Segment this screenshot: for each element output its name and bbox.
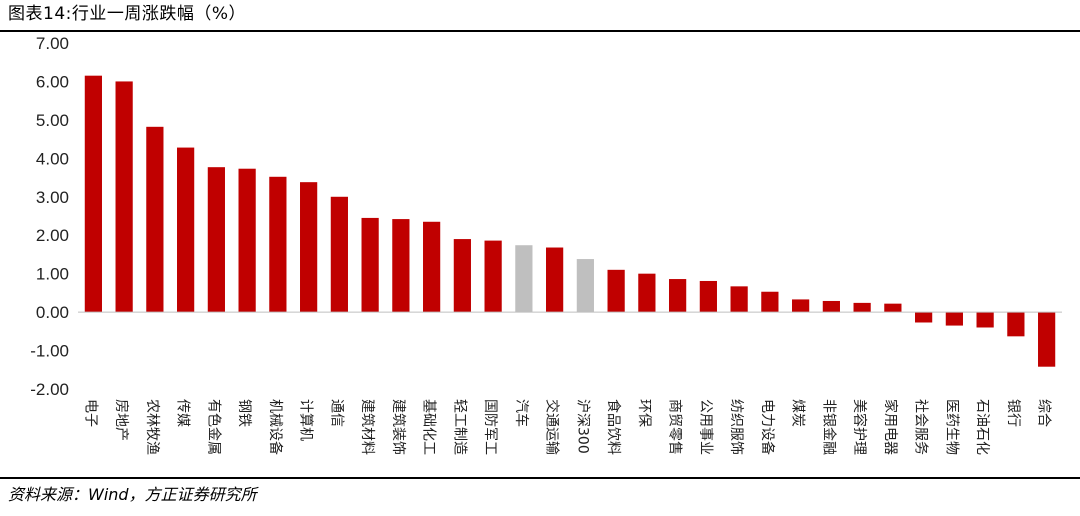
bar-5 (207, 167, 225, 313)
bar-29 (945, 312, 963, 326)
bar-28 (915, 312, 933, 323)
x-tick-label: 计算机 (298, 399, 314, 441)
x-tick-label: 家用电器 (882, 399, 899, 455)
bar-19 (638, 273, 656, 313)
bar-22 (730, 286, 748, 313)
y-tick-label: -2.00 (30, 380, 69, 399)
x-tick-label: 银行 (1005, 399, 1021, 427)
x-tick-label: 医药生物 (943, 399, 959, 455)
figure-title: 图表14:行业一周涨跌幅（%） (8, 4, 247, 24)
x-tick-label: 石油石化 (974, 399, 990, 455)
source-note: 资料来源：Wind，方正证券研究所 (8, 485, 257, 504)
x-tick-label: 美容护理 (851, 399, 868, 455)
bar-24 (792, 299, 810, 313)
y-tick-label: 1.00 (36, 265, 69, 284)
top-rule (0, 30, 1080, 32)
bar-21 (699, 280, 717, 313)
bar-11 (392, 219, 410, 313)
bar-18 (607, 269, 625, 313)
bar-32 (1038, 312, 1056, 367)
x-tick-label: 综合 (1036, 399, 1052, 427)
x-tick-label: 传媒 (175, 399, 191, 427)
x-tick-label: 农林牧渔 (144, 399, 160, 455)
y-tick-label: -1.00 (30, 342, 69, 361)
x-tick-label: 基础化工 (421, 399, 438, 455)
x-tick-label: 轻工制造 (451, 399, 467, 455)
bar-25 (822, 300, 840, 313)
x-tick-label: 沪深300 (574, 399, 590, 454)
y-tick-label: 4.00 (36, 149, 69, 168)
bar-31 (1007, 312, 1025, 337)
bar-23 (761, 291, 779, 313)
bar-17 (576, 259, 594, 313)
bar-8 (300, 182, 318, 313)
x-tick-label: 建筑装饰 (390, 399, 406, 455)
bottom-rule (0, 477, 1080, 479)
x-tick-label: 机械设备 (267, 399, 284, 455)
bar-12 (423, 221, 441, 313)
x-tick-label: 电子 (82, 399, 98, 427)
bar-26 (853, 302, 871, 313)
x-tick-label: 食品饮料 (605, 399, 622, 455)
x-tick-label: 房地产 (113, 399, 129, 441)
bar-chart: 7.00 6.00 5.00 4.00 3.00 2.00 1.00 0.00 -1.00 -2.… (30, 34, 1062, 455)
x-tick-label: 建筑材料 (359, 399, 375, 455)
y-tick-label: 0.00 (36, 303, 69, 322)
bar-15 (515, 245, 533, 313)
bar-14 (484, 240, 502, 313)
y-tick-label: 5.00 (36, 111, 69, 130)
bar-3 (146, 126, 164, 313)
x-tick-label: 国防军工 (482, 399, 498, 455)
x-tick-label: 交通运输 (544, 399, 561, 455)
x-tick-label: 钢铁 (236, 399, 252, 427)
bar-4 (177, 147, 195, 313)
bar-16 (546, 247, 564, 313)
x-tick-label: 电力设备 (759, 399, 776, 455)
category-labels: 电子 房地产 农林牧渔 传媒 有色金属 钢铁 机械设备 计算机 通信 建筑材料 建筑装饰 基础化工 轻工… (82, 399, 1051, 455)
y-tick-label: 2.00 (36, 226, 69, 245)
x-tick-label: 公用事业 (697, 399, 713, 455)
bar-1 (84, 75, 102, 313)
x-tick-label: 非银金融 (820, 399, 836, 455)
x-tick-label: 社会服务 (913, 399, 929, 455)
x-tick-label: 煤炭 (790, 399, 806, 427)
bar-7 (269, 176, 287, 313)
bar-27 (884, 303, 902, 313)
bar-2 (115, 81, 133, 313)
bars (84, 75, 1056, 367)
x-tick-label: 纺织服饰 (728, 399, 744, 455)
y-tick-label: 3.00 (36, 188, 69, 207)
bar-30 (976, 312, 994, 328)
x-tick-label: 汽车 (513, 399, 530, 427)
x-tick-label: 商贸零售 (667, 399, 683, 455)
x-tick-label: 通信 (328, 399, 344, 427)
bar-9 (330, 196, 348, 313)
y-tick-label: 7.00 (36, 34, 69, 53)
y-axis: 7.00 6.00 5.00 4.00 3.00 2.00 1.00 0.00 -1.00 -2.… (30, 34, 69, 399)
bar-20 (669, 279, 687, 313)
bar-10 (361, 217, 379, 313)
y-tick-label: 6.00 (36, 72, 69, 91)
bar-6 (238, 168, 256, 313)
bar-13 (453, 239, 471, 313)
x-tick-label: 有色金属 (205, 399, 222, 455)
x-tick-label: 环保 (636, 399, 652, 427)
